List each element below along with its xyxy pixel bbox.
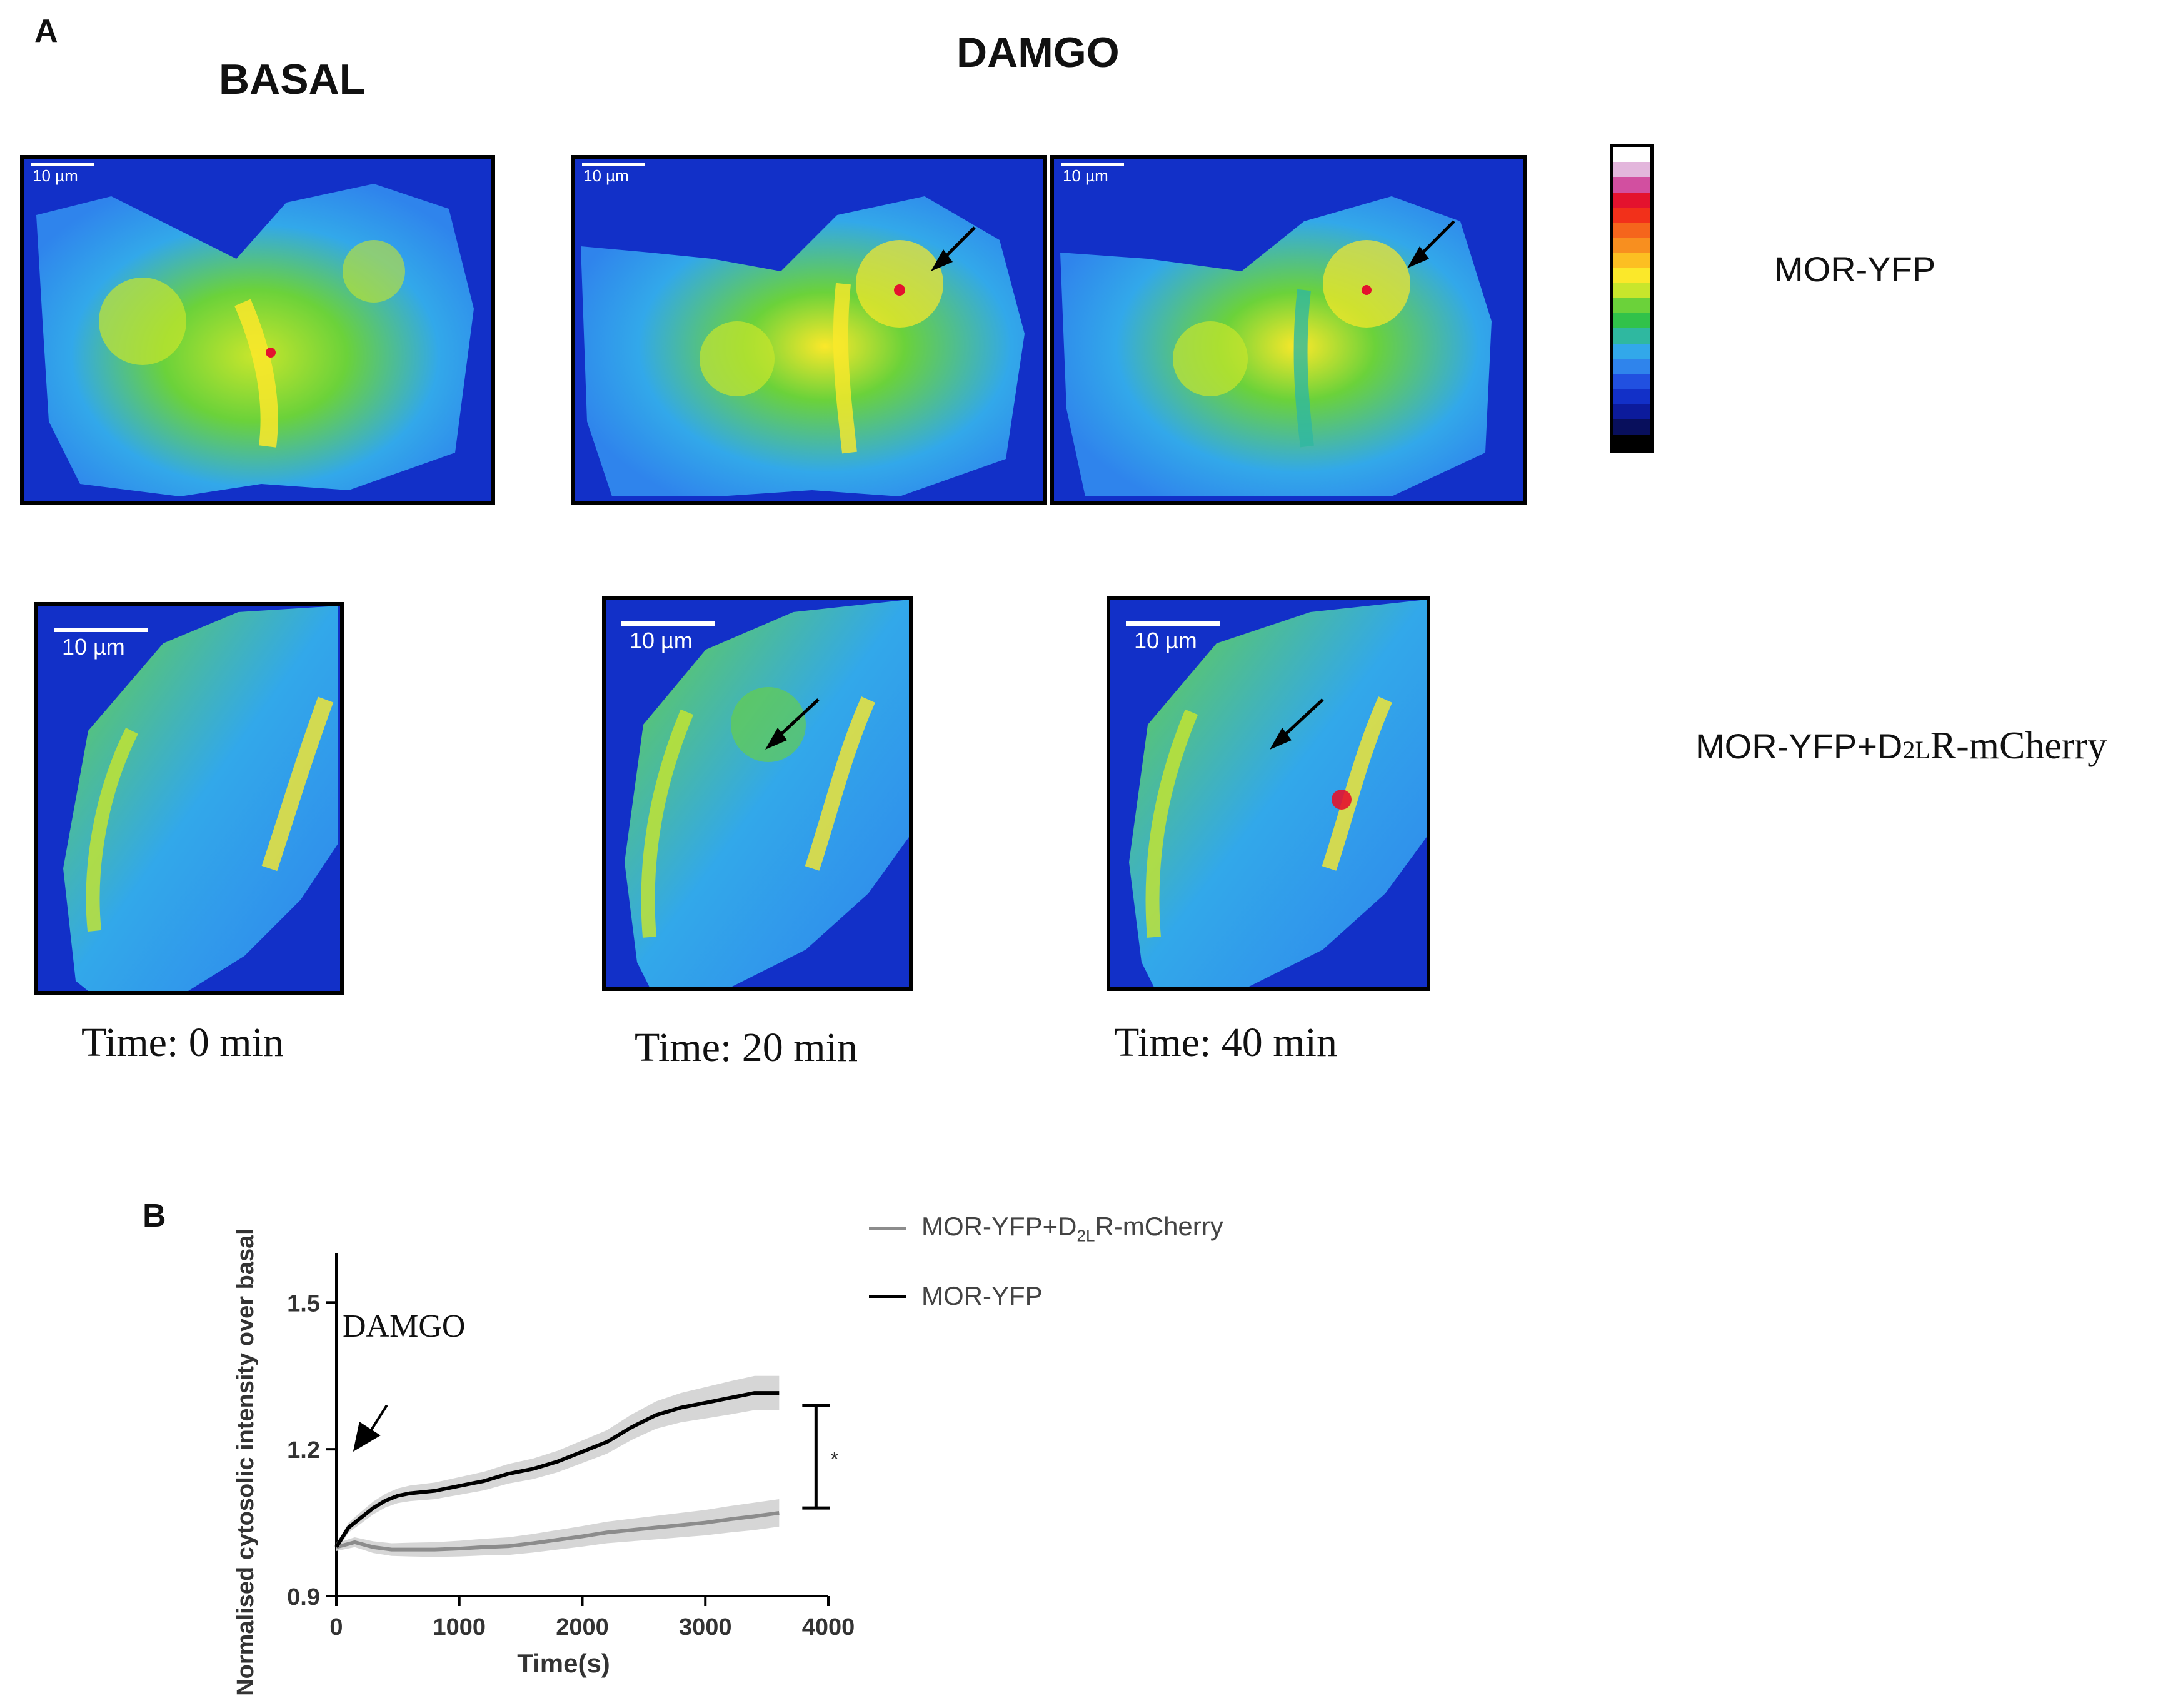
colorbar-segment	[1613, 419, 1650, 435]
x-tick-label: 1000	[433, 1614, 486, 1640]
colorbar-segment	[1613, 147, 1650, 163]
micrograph-basal-cotransfected: 10 µm	[34, 602, 344, 995]
row-label-mor-yfp: MOR-YFP	[1774, 249, 1936, 289]
y-tick-label: 1.5	[287, 1290, 320, 1317]
scale-bar-label: 10 µm	[33, 166, 78, 185]
colorbar-segment	[1613, 268, 1650, 284]
y-axis-label: Normalised cytosolic intensity over basa…	[233, 1228, 259, 1696]
legend-swatch	[869, 1227, 906, 1230]
y-tick-label: 1.2	[287, 1437, 320, 1464]
colorbar-segment	[1613, 434, 1650, 450]
colorbar-segment	[1613, 404, 1650, 420]
x-axis-label: Time(s)	[517, 1649, 610, 1678]
colorbar-segment	[1613, 223, 1650, 239]
colorbar-segment	[1613, 328, 1650, 344]
x-tick-label: 2000	[556, 1614, 609, 1640]
legend-swatch	[869, 1294, 906, 1298]
time-caption-40: Time: 40 min	[1114, 1020, 1337, 1065]
colorbar-segment	[1613, 177, 1650, 193]
colorbar-segment	[1613, 238, 1650, 254]
y-tick-label: 0.9	[287, 1584, 320, 1610]
x-tick-label: 4000	[802, 1614, 855, 1640]
x-tick-label: 0	[329, 1614, 343, 1640]
micrograph-damgo-40-mor-yfp: 10 µm	[1050, 155, 1527, 505]
micrograph-damgo-20-mor-yfp: 10 µm	[571, 155, 1047, 505]
legend-label: MOR-YFP+D2LR-mCherry	[921, 1211, 1223, 1245]
colorbar-segment	[1613, 313, 1650, 329]
colorbar-segment	[1613, 283, 1650, 299]
legend-label: MOR-YFP	[921, 1281, 1043, 1310]
colorbar-segment	[1613, 162, 1650, 178]
colorbar-segment	[1613, 358, 1650, 374]
colorbar-segment	[1613, 207, 1650, 223]
time-caption-0: Time: 0 min	[81, 1020, 284, 1065]
colorbar-segment	[1613, 343, 1650, 359]
basal-heading: BASAL	[219, 56, 366, 103]
micrograph-basal-mor-yfp: 10 µm	[20, 155, 495, 505]
x-tick-label: 3000	[679, 1614, 732, 1640]
scale-bar-label: 10 µm	[630, 628, 693, 653]
time-caption-20: Time: 20 min	[635, 1025, 858, 1070]
panel-b-label: B	[143, 1198, 166, 1234]
panel-a-label: A	[34, 13, 58, 49]
intensity-colorbar	[1610, 144, 1654, 453]
error-band	[336, 1375, 780, 1551]
micrograph-damgo-20-cotransfected: 10 µm	[602, 596, 913, 991]
micrograph-damgo-40-cotransfected: 10 µm	[1107, 596, 1430, 991]
error-band	[336, 1499, 780, 1557]
colorbar-segment	[1613, 389, 1650, 405]
scale-bar-label: 10 µm	[583, 166, 629, 185]
damgo-arrow-head	[353, 1422, 381, 1452]
colorbar-segment	[1613, 374, 1650, 390]
legend: MOR-YFP+D2LR-mCherry MOR-YFP	[869, 1210, 1307, 1315]
scale-bar-label: 10 µm	[62, 634, 125, 660]
scale-bar-label: 10 µm	[1063, 166, 1108, 185]
significance-star: *	[830, 1448, 838, 1472]
legend-item-cotransfected: MOR-YFP+D2LR-mCherry	[869, 1210, 1307, 1247]
colorbar-segment	[1613, 253, 1650, 269]
series-line	[334, 1391, 780, 1549]
legend-item-mor-yfp: MOR-YFP	[869, 1277, 1307, 1315]
row-label-cotransfected: MOR-YFP+D2LR-mCherry	[1695, 725, 2107, 767]
colorbar-segment	[1613, 192, 1650, 208]
annotation-damgo: DAMGO	[343, 1309, 465, 1344]
series-line	[336, 1510, 780, 1552]
scale-bar-label: 10 µm	[1134, 628, 1197, 653]
colorbar-segment	[1613, 298, 1650, 314]
damgo-heading: DAMGO	[956, 29, 1120, 76]
